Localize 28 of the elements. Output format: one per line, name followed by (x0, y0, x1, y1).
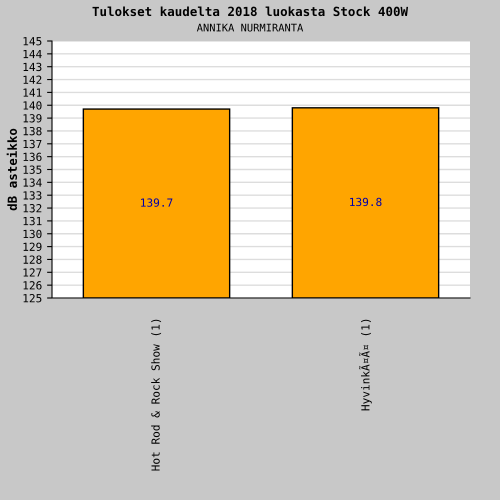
y-tick-label: 125 (24, 294, 42, 302)
y-tick-label: 143 (24, 62, 42, 72)
y-tick-label: 127 (24, 268, 42, 277)
y-tick-label: 135 (24, 166, 42, 174)
y-tick-label: 126 (24, 281, 42, 290)
x-tick-label: HyvinkÃ¤Ã¤ (1) (359, 320, 372, 410)
x-tick-label: Hot Rod & Rock Show (1) (151, 320, 162, 471)
y-tick-label: 134 (24, 178, 42, 187)
y-tick-label: 142 (24, 76, 42, 84)
y-tick-label: 144 (24, 50, 42, 58)
y-tick-label: 133 (24, 191, 42, 200)
y-tick-label: 130 (24, 230, 42, 238)
y-axis-title: dB asteikko (6, 128, 18, 210)
y-tick-label: 131 (24, 216, 42, 226)
y-tick-label: 141 (24, 88, 42, 97)
y-tick-label: 137 (24, 140, 42, 148)
y-tick-label: 140 (24, 101, 42, 110)
y-tick-label: 128 (24, 255, 42, 264)
data-label: 139.7 (141, 198, 172, 207)
y-tick-label: 138 (24, 126, 42, 136)
data-label: 139.8 (350, 198, 382, 206)
chart-title: Tulokset kaudelta 2018 luokasta Stock 400W (92, 6, 408, 16)
y-tick-label: 145 (24, 37, 42, 46)
chart-subtitle: ANNIKA NURMIRANTA (196, 24, 304, 32)
y-tick-label: 139 (24, 114, 42, 123)
y-tick-label: 132 (24, 204, 42, 212)
y-tick-label: 136 (24, 152, 42, 162)
y-tick-label: 129 (24, 242, 42, 252)
